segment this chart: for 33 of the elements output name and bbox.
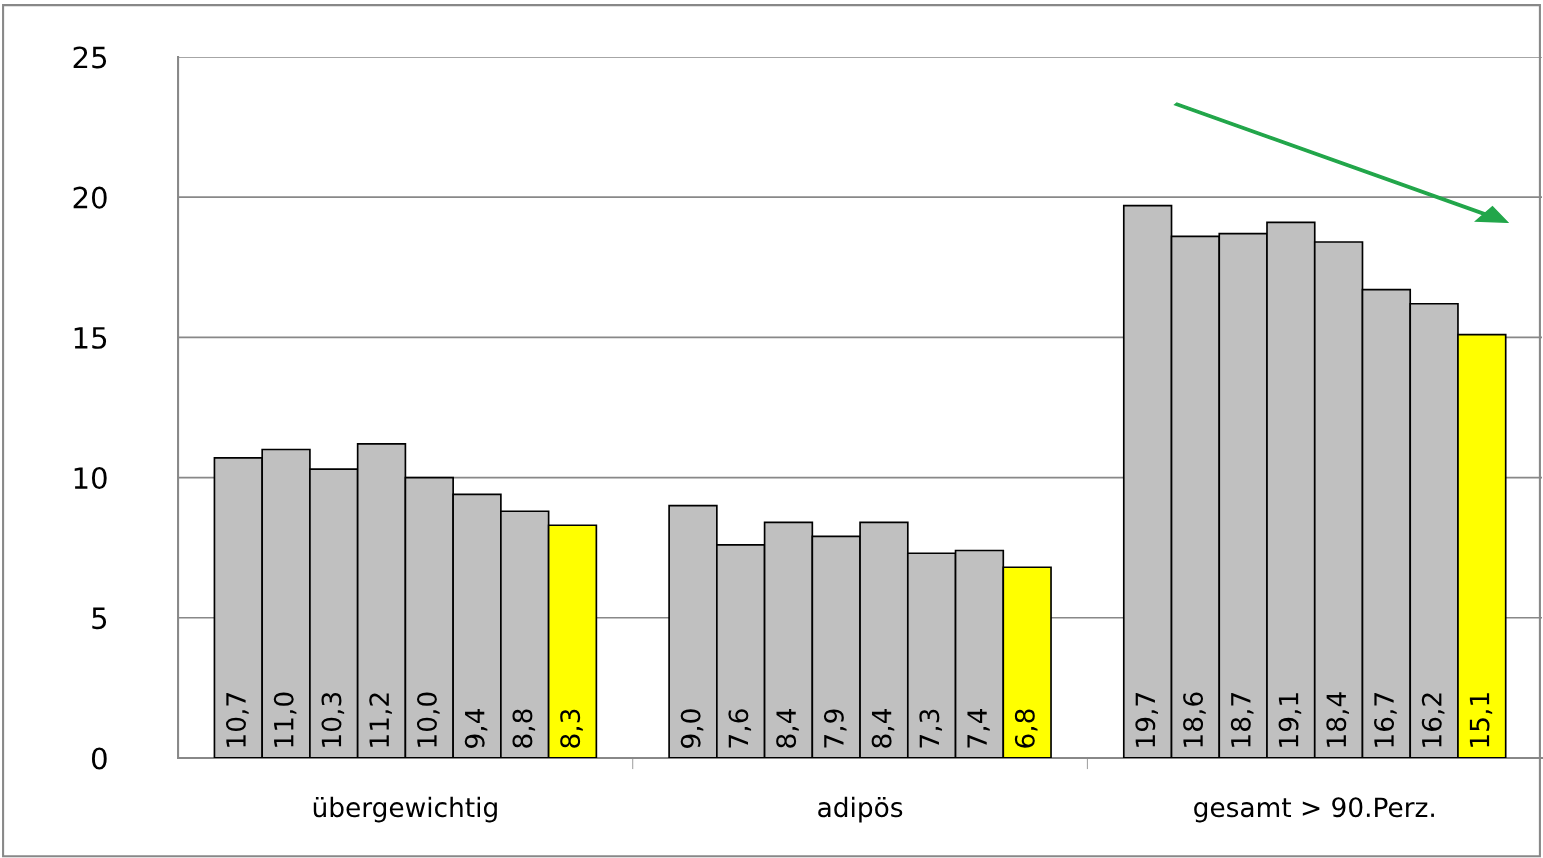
data-label: 8,8 [512, 709, 536, 748]
data-label: 19,7 [1135, 693, 1158, 747]
data-label: 10,7 [226, 693, 249, 747]
data-label: 15,1 [1469, 693, 1493, 747]
y-tick-label: 10 [74, 467, 107, 490]
y-tick-label: 5 [92, 607, 107, 630]
y-tick-label: 15 [74, 327, 107, 349]
y-tick-label: 20 [73, 186, 107, 209]
data-label: 16,7 [1374, 693, 1397, 747]
x-tick-label: übergewichtig [313, 796, 497, 823]
data-label: 6,8 [1014, 709, 1038, 748]
data-label: 9,0 [680, 709, 704, 748]
data-label: 8,4 [871, 709, 895, 748]
data-label: 11,2 [369, 693, 392, 747]
x-tick-label: gesamt > 90.Perz. [1194, 797, 1434, 823]
y-tick-label: 25 [73, 46, 107, 69]
data-label: 9,4 [464, 709, 488, 748]
y-tick-label: 0 [91, 747, 107, 770]
data-label: 7,3 [919, 709, 943, 748]
data-label: 18,7 [1230, 693, 1254, 747]
x-tick-label: adipös [818, 796, 903, 823]
data-label: 10,3 [321, 692, 345, 747]
data-label: 7,6 [728, 709, 752, 748]
data-label: 11,0 [273, 692, 297, 747]
data-label: 19,1 [1278, 693, 1302, 747]
data-label: 7,9 [823, 709, 847, 748]
data-label: 8,3 [560, 709, 583, 748]
data-label: 18,4 [1326, 692, 1349, 747]
data-label: 10,0 [416, 692, 440, 747]
data-label: 16,2 [1421, 693, 1445, 747]
data-label: 18,6 [1183, 692, 1206, 747]
data-label: 8,4 [776, 709, 799, 748]
data-label: 7,4 [967, 709, 990, 748]
